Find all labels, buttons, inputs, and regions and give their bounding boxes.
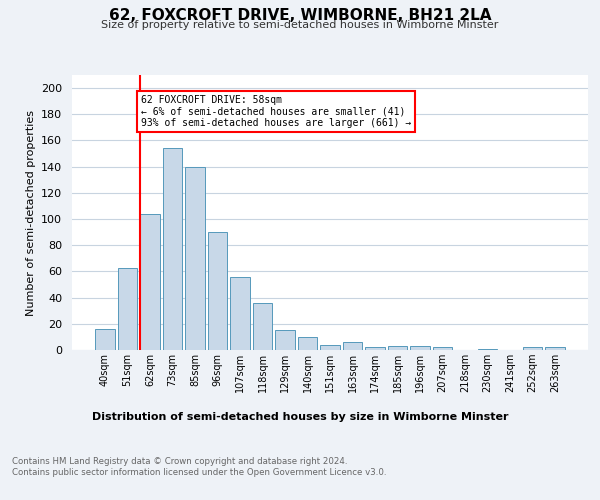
Bar [208,232,227,350]
Text: 62, FOXCROFT DRIVE, WIMBORNE, BH21 2LA: 62, FOXCROFT DRIVE, WIMBORNE, BH21 2LA [109,8,491,22]
Text: Distribution of semi-detached houses by size in Wimborne Minster: Distribution of semi-detached houses by … [92,412,508,422]
Text: Contains HM Land Registry data © Crown copyright and database right 2024.
Contai: Contains HM Land Registry data © Crown c… [12,458,386,477]
Y-axis label: Number of semi-detached properties: Number of semi-detached properties [26,110,35,316]
Bar [433,348,452,350]
Bar [140,214,160,350]
Bar [95,329,115,350]
Bar [298,337,317,350]
Bar [230,276,250,350]
Bar [185,166,205,350]
Bar [523,348,542,350]
Bar [275,330,295,350]
Bar [365,348,385,350]
Bar [163,148,182,350]
Bar [388,346,407,350]
Text: Size of property relative to semi-detached houses in Wimborne Minster: Size of property relative to semi-detach… [101,20,499,30]
Bar [320,345,340,350]
Bar [118,268,137,350]
Bar [410,346,430,350]
Bar [343,342,362,350]
Bar [545,348,565,350]
Bar [478,348,497,350]
Bar [253,303,272,350]
Text: 62 FOXCROFT DRIVE: 58sqm
← 6% of semi-detached houses are smaller (41)
93% of se: 62 FOXCROFT DRIVE: 58sqm ← 6% of semi-de… [141,94,411,128]
